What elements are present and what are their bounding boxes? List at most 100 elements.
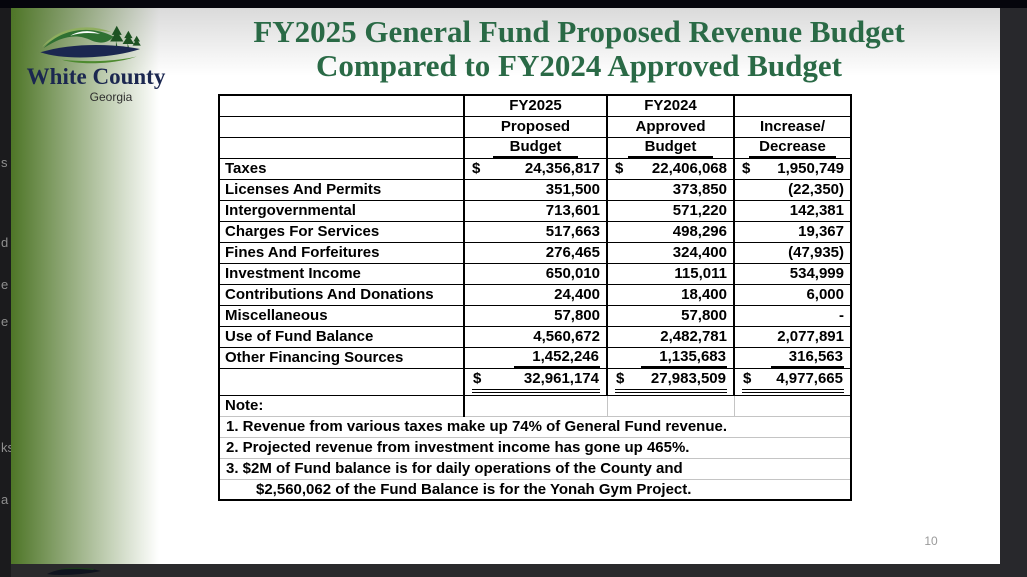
county-logo-region: Georgia	[89, 90, 133, 104]
cell-value: 316,563	[770, 348, 844, 367]
note-empty-cell	[463, 394, 608, 417]
table-row: Charges For Services 517,663 498,296 19,…	[218, 220, 852, 243]
cell-fy2025: 517,663	[463, 220, 608, 243]
cell-fy2024: 1,135,683	[606, 346, 735, 369]
total-row: $32,961,174 $27,983,509 $4,977,665	[218, 367, 852, 396]
total-change: $4,977,665	[733, 367, 852, 396]
currency-symbol: $	[742, 160, 751, 177]
header-cell-increase: Increase/	[733, 115, 852, 138]
cell-value: 324,400	[672, 244, 727, 261]
slide-title: FY2025 General Fund Proposed Revenue Bud…	[183, 15, 975, 83]
cell-fy2025: 351,500	[463, 178, 608, 201]
currency-symbol: $	[615, 160, 624, 177]
row-label: Intergovernmental	[218, 199, 465, 222]
cell-value: 19,367	[798, 223, 844, 240]
cell-fy2024: 324,400	[606, 241, 735, 264]
slide-canvas: White County Georgia FY2025 General Fund…	[11, 8, 1000, 564]
header-cell-empty	[218, 94, 465, 117]
header-cell-empty	[218, 136, 465, 159]
cell-value: 2,482,781	[660, 328, 727, 345]
table-row: Licenses And Permits 351,500 373,850 (22…	[218, 178, 852, 201]
header-cell-budget-2025: Budget	[463, 136, 608, 159]
header-cell-budget-2024: Budget	[606, 136, 735, 159]
cell-value: 4,560,672	[533, 328, 600, 345]
header-row-3: Budget Budget Decrease	[218, 136, 852, 159]
header-cell-proposed: Proposed	[463, 115, 608, 138]
header-cell-empty	[733, 94, 852, 117]
note-line: 2. Projected revenue from investment inc…	[219, 437, 851, 459]
header-cell-approved: Approved	[606, 115, 735, 138]
note-empty-cell	[606, 394, 735, 417]
cell-change: 2,077,891	[733, 325, 852, 348]
row-label: Charges For Services	[218, 220, 465, 243]
note-line: 3. $2M of Fund balance is for daily oper…	[219, 458, 851, 480]
background-text-fragment: ks	[1, 440, 11, 455]
cell-value: -	[839, 307, 844, 324]
cell-value: 22,406,068	[651, 160, 727, 177]
note-line: $2,560,062 of the Fund Balance is for th…	[219, 479, 851, 500]
header-cell-fy2024: FY2024	[606, 94, 735, 117]
cell-change: 534,999	[733, 262, 852, 285]
cell-value: 373,850	[672, 181, 727, 198]
row-label: Miscellaneous	[218, 304, 465, 327]
slide-title-line1: FY2025 General Fund Proposed Revenue Bud…	[253, 14, 905, 49]
slide-title-line2: Compared to FY2024 Approved Budget	[316, 48, 842, 83]
cell-change: 19,367	[733, 220, 852, 243]
cell-fy2024: 373,850	[606, 178, 735, 201]
background-left-strip: s d e e ks a	[0, 8, 11, 577]
cell-fy2024: 571,220	[606, 199, 735, 222]
background-text-fragment: d	[1, 235, 9, 250]
cell-value: 276,465	[545, 244, 600, 261]
cell-value: 18,400	[681, 286, 727, 303]
table-row: Use of Fund Balance 4,560,672 2,482,781 …	[218, 325, 852, 348]
table-row: Other Financing Sources 1,452,246 1,135,…	[218, 346, 852, 369]
cell-fy2024: 115,011	[606, 262, 735, 285]
cell-value: 517,663	[545, 223, 600, 240]
row-label: Use of Fund Balance	[218, 325, 465, 348]
note-empty-cell	[733, 394, 852, 417]
cell-fy2024: 57,800	[606, 304, 735, 327]
row-label: Licenses And Permits	[218, 178, 465, 201]
cell-value: 2,077,891	[777, 328, 844, 345]
cell-value: 24,400	[554, 286, 600, 303]
cell-value: (47,935)	[788, 244, 844, 261]
row-label: Fines And Forfeitures	[218, 241, 465, 264]
cell-value: 6,000	[806, 286, 844, 303]
cell-value: 1,452,246	[514, 348, 600, 367]
currency-symbol: $	[743, 369, 752, 387]
currency-symbol: $	[473, 369, 482, 387]
cell-fy2025: 650,010	[463, 262, 608, 285]
total-label-empty	[218, 367, 465, 396]
header-row-2: Proposed Approved Increase/	[218, 115, 852, 138]
cell-change: (47,935)	[733, 241, 852, 264]
cell-value: 1,135,683	[641, 348, 727, 367]
background-right-strip	[1000, 8, 1027, 577]
table-row: Miscellaneous 57,800 57,800 -	[218, 304, 852, 327]
cell-fy2025: 57,800	[463, 304, 608, 327]
cell-value: 498,296	[672, 223, 727, 240]
total-value: 4,977,665	[776, 369, 843, 387]
cell-change: $1,950,749	[733, 157, 852, 180]
table-row: Taxes $24,356,817 $22,406,068 $1,950,749	[218, 157, 852, 180]
county-logo: White County Georgia	[11, 8, 191, 118]
cell-value: 534,999	[789, 265, 844, 282]
cell-value: 57,800	[681, 307, 727, 324]
cell-value: 24,356,817	[524, 160, 600, 177]
total-value: 27,983,509	[650, 369, 726, 387]
row-label: Investment Income	[218, 262, 465, 285]
background-text-fragment: e	[1, 277, 9, 292]
note-label-row: Note:	[218, 394, 852, 417]
cell-fy2025: 713,601	[463, 199, 608, 222]
total-value: 32,961,174	[523, 369, 599, 387]
cell-fy2025: 1,452,246	[463, 346, 608, 369]
table-row: Contributions And Donations 24,400 18,40…	[218, 283, 852, 306]
cell-change: 142,381	[733, 199, 852, 222]
table-row: Intergovernmental 713,601 571,220 142,38…	[218, 199, 852, 222]
table-row: Investment Income 650,010 115,011 534,99…	[218, 262, 852, 285]
cell-fy2025: 4,560,672	[463, 325, 608, 348]
row-label: Taxes	[218, 157, 465, 180]
page-number: 10	[924, 534, 938, 548]
cell-value: 115,011	[674, 265, 727, 282]
row-label: Contributions And Donations	[218, 283, 465, 306]
header-cell-empty	[218, 115, 465, 138]
